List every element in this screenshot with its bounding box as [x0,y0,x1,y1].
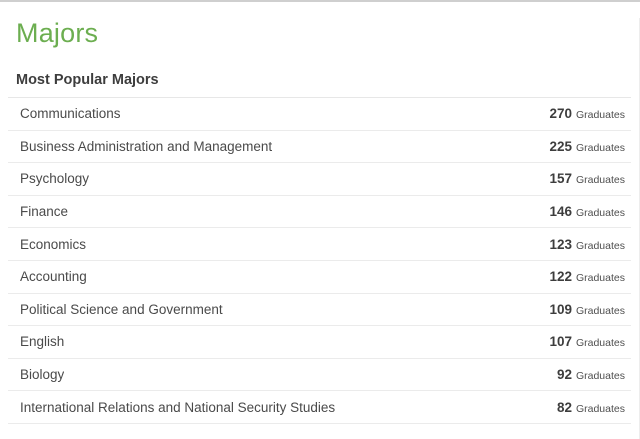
major-name: English [20,334,65,350]
graduates-label: Graduates [575,239,625,252]
graduate-count: 123 [549,236,572,252]
table-row: Psychology 157 Graduates [8,163,631,196]
graduate-count: 107 [549,334,572,350]
graduates-value: 92 Graduates [557,367,625,382]
graduates-label: Graduates [575,109,625,122]
graduates-value: 122 Graduates [549,269,625,284]
table-row: International Relations and National Sec… [8,391,631,424]
graduate-count: 225 [549,138,572,154]
majors-list: Communications 270 Graduates Business Ad… [8,97,631,424]
table-row: English 107 Graduates [8,326,631,359]
graduates-label: Graduates [575,174,625,187]
major-name: Finance [20,204,69,220]
table-row: Communications 270 Graduates [8,98,631,131]
graduate-count: 109 [549,301,572,317]
graduate-count: 82 [556,399,572,415]
table-row: Finance 146 Graduates [8,195,631,229]
major-name: Accounting [20,269,87,285]
major-name: Communications [20,106,121,122]
section-heading-most-popular-majors: Most Popular Majors [16,72,159,88]
graduate-count: 270 [549,106,572,122]
table-row: Business Administration and Management 2… [8,130,631,164]
graduates-label: Graduates [575,337,625,350]
graduates-label: Graduates [575,141,625,154]
graduates-value: 270 Graduates [549,106,625,121]
graduate-count: 92 [556,367,572,383]
graduates-value: 82 Graduates [557,400,625,415]
graduates-label: Graduates [575,370,625,383]
major-name: Political Science and Government [20,301,223,317]
graduates-value: 146 Graduates [549,204,625,219]
major-name: Psychology [20,171,90,187]
graduates-value: 109 Graduates [549,302,625,317]
graduate-count: 157 [549,171,572,187]
graduates-value: 225 Graduates [549,139,625,154]
graduates-label: Graduates [575,272,625,285]
major-name: International Relations and National Sec… [20,399,336,415]
graduates-label: Graduates [575,207,625,220]
graduates-value: 123 Graduates [549,237,625,252]
table-row: Biology 92 Graduates [8,358,631,392]
graduate-count: 122 [549,269,572,285]
page-title: Majors [16,18,99,48]
table-row: Accounting 122 Graduates [8,260,631,294]
graduate-count: 146 [549,204,572,220]
table-row: Economics 123 Graduates [8,228,631,261]
graduates-value: 107 Graduates [549,334,625,349]
major-name: Biology [20,367,65,383]
graduates-value: 157 Graduates [549,171,625,186]
table-row: Political Science and Government 109 Gra… [8,293,631,327]
graduates-label: Graduates [575,304,625,317]
graduates-label: Graduates [575,402,625,415]
major-name: Business Administration and Management [20,138,273,154]
majors-page: Majors Most Popular Majors Communication… [0,18,640,439]
major-name: Economics [20,236,87,252]
